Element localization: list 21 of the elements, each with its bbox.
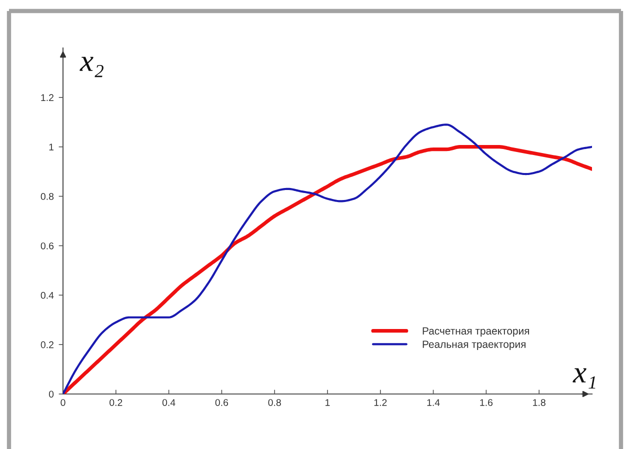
y-tick-label: 0.6 xyxy=(40,242,54,250)
y-tick-label: 0.4 xyxy=(40,292,54,299)
x-tick-label: 0.8 xyxy=(268,399,281,406)
y-tick-label: 0 xyxy=(48,390,54,398)
x-tick-label: 1.8 xyxy=(533,399,546,406)
x-tick-label: 0.2 xyxy=(110,399,122,406)
legend-label: Расчетная траектория xyxy=(422,327,530,337)
y-tick-label: 0.8 xyxy=(40,193,54,200)
x-tick-label: 0.4 xyxy=(162,399,176,406)
x-tick-label: 1.4 xyxy=(427,399,440,406)
x-tick-label: 1 xyxy=(326,399,330,406)
y-tick-label: 1 xyxy=(49,144,54,150)
x-tick-label: 0.6 xyxy=(215,399,228,406)
x-tick-label: 0 xyxy=(60,399,66,406)
y-tick-label: 1.2 xyxy=(41,94,54,101)
x-tick-label: 1.6 xyxy=(480,399,493,406)
y-tick-label: 0.2 xyxy=(40,341,54,348)
legend-label: Реальная траектория xyxy=(422,340,526,350)
y-axis-title: x₂ xyxy=(80,56,104,78)
x-axis-title: x₁ xyxy=(572,368,596,388)
x-tick-label: 1.2 xyxy=(374,399,387,406)
